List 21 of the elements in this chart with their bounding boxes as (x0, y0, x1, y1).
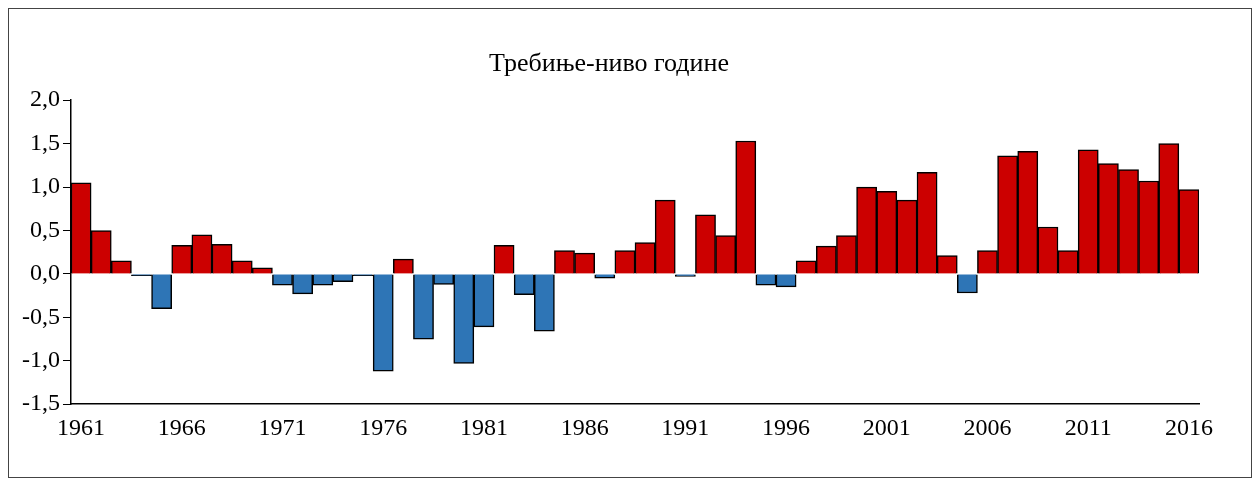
x-tick-label: 1991 (661, 413, 710, 440)
y-tick-label: 1,5 (29, 128, 60, 155)
x-tick-label: 1971 (258, 413, 307, 440)
x-tick-label: 1966 (157, 413, 206, 440)
chart-title: Требиње-ниво године (489, 48, 729, 78)
y-tick-label: -0,5 (21, 302, 60, 329)
y-tick-label: 0,5 (29, 215, 60, 242)
x-tick-label: 2006 (963, 413, 1012, 440)
y-tick-label: -1,5 (21, 389, 60, 416)
x-tick-label: 1961 (57, 413, 106, 440)
x-tick-label: 2016 (1164, 413, 1213, 440)
x-tick-label: 1996 (762, 413, 811, 440)
x-tick-label: 2001 (862, 413, 911, 440)
y-tick-label: 0,0 (29, 259, 60, 286)
y-tick-label: 2,0 (29, 85, 60, 112)
x-tick-label: 2011 (1064, 413, 1112, 440)
x-tick-label: 1981 (459, 413, 508, 440)
y-tick-label: 1,0 (29, 172, 60, 199)
x-tick-label: 1986 (560, 413, 609, 440)
y-tick-label: -1,0 (21, 346, 60, 373)
x-tick-label: 1976 (359, 413, 408, 440)
